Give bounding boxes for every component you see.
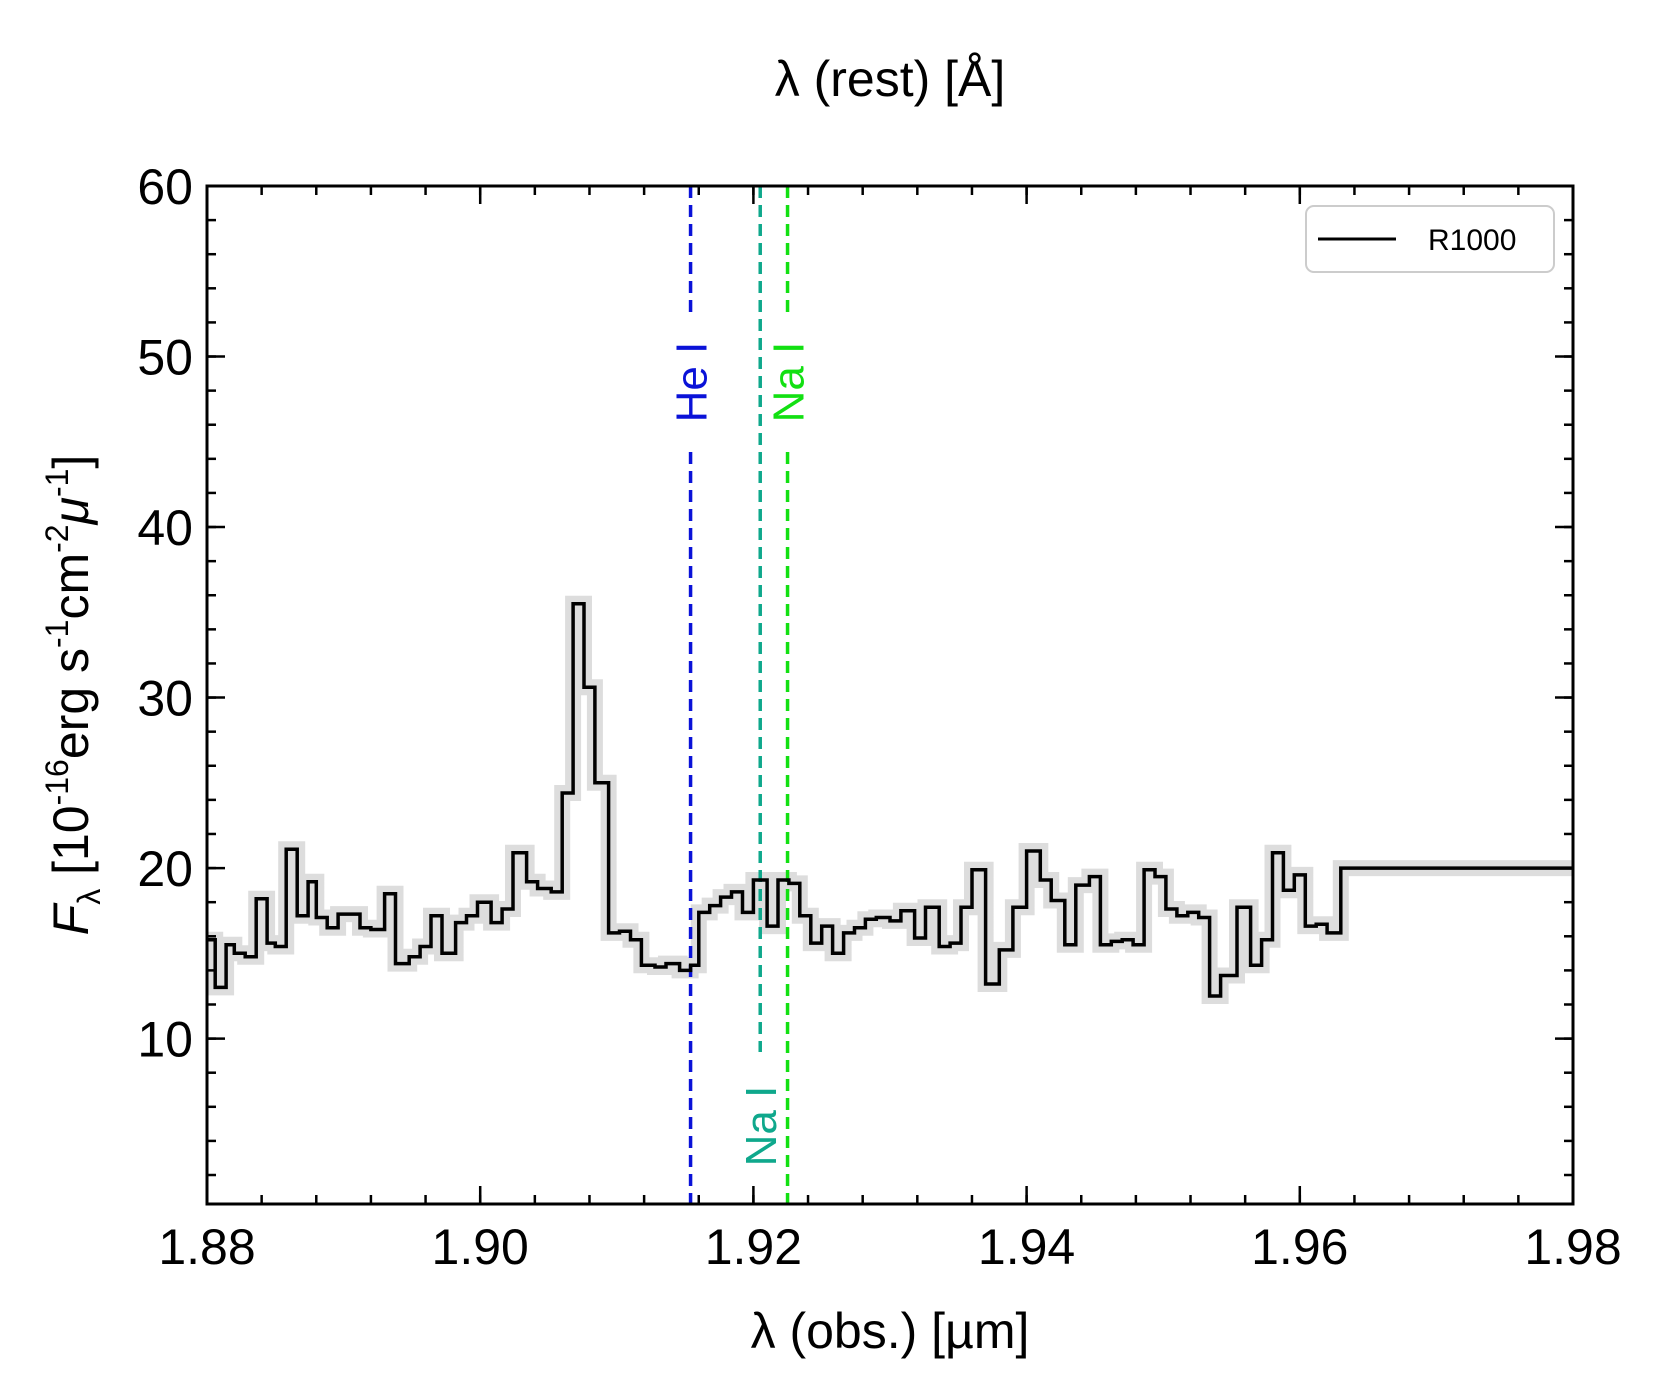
x-tick-label: 1.98 [1524, 1219, 1621, 1275]
error-band [207, 595, 1573, 1004]
y-tick-label: 20 [137, 841, 193, 897]
y-label-exp2: -1 [39, 620, 75, 648]
y-label-sub: λ [71, 889, 107, 905]
y-label-unit-e: ] [43, 455, 99, 469]
y-label-unit-c: cm [43, 553, 99, 620]
y-label-exp1: -16 [39, 759, 75, 805]
ticks [205, 184, 1575, 1204]
y-tick-label: 40 [137, 500, 193, 556]
y-tick-label: 30 [137, 671, 193, 727]
x-tick-label: 1.90 [432, 1219, 529, 1275]
y-label-symbol: F [43, 902, 99, 935]
y-label-exp3: -2 [39, 524, 75, 552]
y-label-unit-b: erg s [43, 648, 99, 759]
tick-labels: 1.881.901.921.941.961.981020304050605800… [137, 159, 1621, 1275]
legend: R1000 [1305, 205, 1555, 273]
y-label-exp4: -1 [39, 469, 75, 497]
y-tick-label: 60 [137, 159, 193, 215]
error-band-path [207, 595, 1573, 1004]
plot-frame [205, 184, 1575, 1206]
x-tick-label: 1.94 [978, 1219, 1075, 1275]
marker-label: Na I [765, 342, 814, 423]
series-r1000 [207, 602, 1573, 998]
y-axis-label: Fλ [10-16erg s-1cm-2μ-1] [39, 455, 107, 936]
marker-label: Na I [737, 1086, 786, 1167]
x-tick-label: 1.88 [158, 1219, 255, 1275]
y-tick-label: 50 [137, 330, 193, 386]
marker-label: He I [668, 342, 717, 423]
y-tick-label: 10 [137, 1012, 193, 1068]
marker-na-i-2: Na I [765, 186, 814, 1204]
top-x-axis-label: λ (rest) [Å] [775, 51, 1006, 107]
x-axis-label: λ (obs.) [µm] [751, 1303, 1030, 1359]
marker-he-i-0: He I [668, 186, 717, 1204]
legend-box [1305, 205, 1555, 273]
y-label-unit-a: [10 [43, 805, 99, 888]
x-tick-label: 1.96 [1251, 1219, 1348, 1275]
x-tick-label: 1.92 [705, 1219, 802, 1275]
spectrum-step-line [207, 602, 1573, 998]
line-markers: He I Na I Na I [668, 186, 814, 1204]
marker-na-i-1: Na I [737, 186, 786, 1166]
legend-label: R1000 [1428, 224, 1516, 257]
y-label-unit-d: μ [43, 497, 99, 526]
